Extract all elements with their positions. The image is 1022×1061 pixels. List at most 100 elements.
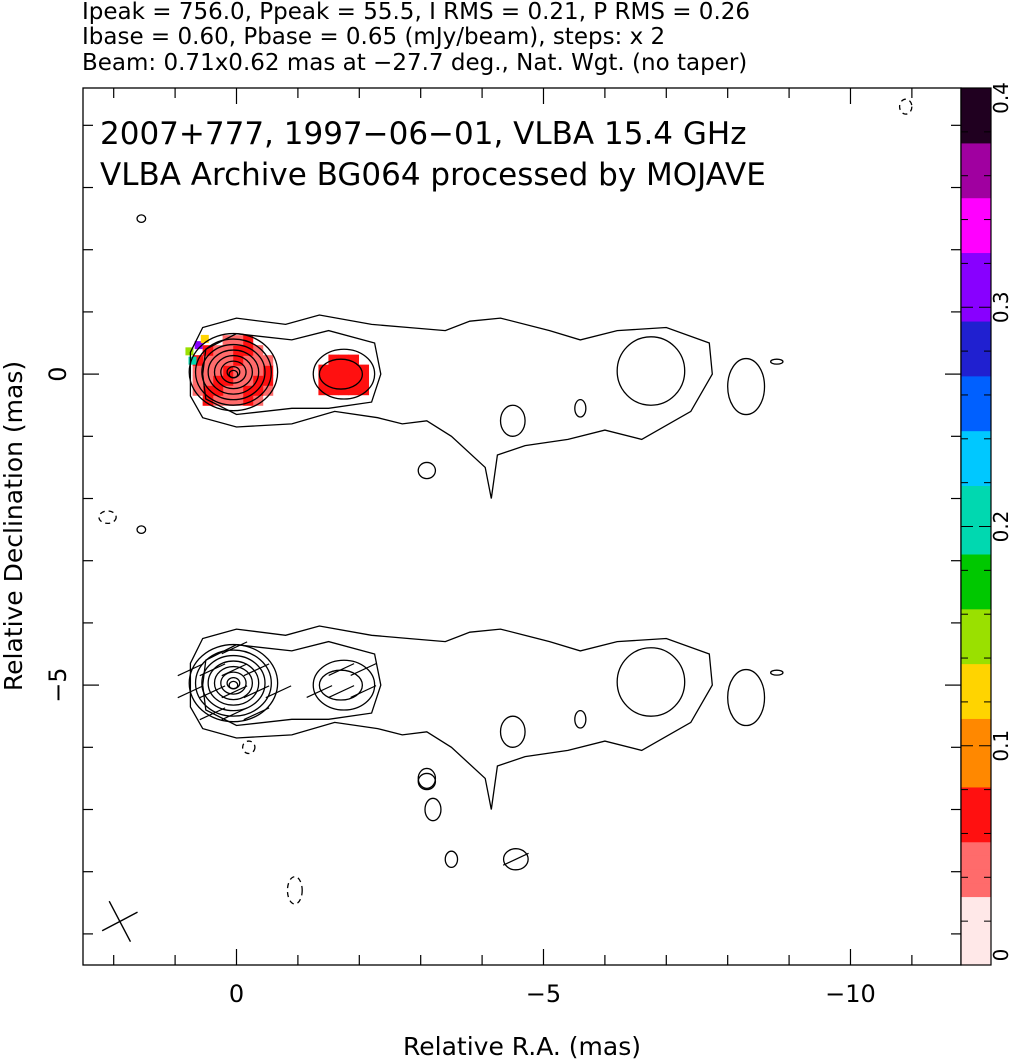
colorbar-segment [961, 416, 991, 432]
pol-pixel [318, 374, 330, 386]
panel-fractional-polarization [136, 214, 784, 499]
colorbar-segment [961, 896, 991, 911]
colorbar-segment [961, 827, 991, 843]
evpa-vector [328, 685, 355, 699]
colorbar-segment [961, 238, 991, 254]
colorbar-segment [961, 663, 991, 678]
pol-pixel [222, 395, 234, 406]
core-contour [188, 643, 279, 723]
panel-evpa [136, 525, 784, 871]
pol-pixel [194, 341, 203, 350]
pol-pixel [242, 375, 254, 386]
colorbar-tick-label: 0.2 [989, 511, 1013, 543]
colorbar-segment [961, 266, 991, 281]
pol-pixel [242, 355, 254, 366]
colorbar-segment [961, 225, 991, 240]
pol-pixel [252, 365, 264, 376]
component-contour [417, 767, 437, 790]
colorbar-segment [961, 649, 991, 665]
evpa-vector [177, 685, 204, 699]
colorbar-segment [961, 841, 991, 856]
pol-pixel [232, 375, 244, 386]
evpa-vector [221, 707, 248, 721]
pol-pixel [232, 335, 244, 346]
pol-pixel [348, 384, 360, 396]
colorbar-segment [961, 375, 991, 391]
pol-pixel [338, 364, 350, 376]
colorbar-segment [961, 430, 991, 445]
core-contour [207, 660, 260, 706]
colorbar-segment [961, 183, 991, 199]
negative-contour [98, 510, 117, 525]
component-contour [770, 358, 784, 365]
colorbar-tick-label: 0.1 [989, 730, 1013, 762]
negative-contour [286, 876, 303, 905]
component-contour [424, 797, 442, 822]
pol-pixel [328, 364, 340, 376]
pol-pixel [348, 374, 360, 386]
colorbar-segment [961, 512, 991, 528]
pol-pixel [212, 395, 224, 406]
core-contour [228, 369, 239, 379]
colorbar-segment [961, 88, 991, 103]
pol-pixel [252, 395, 264, 406]
component-contour [502, 848, 529, 871]
core-contour [213, 354, 254, 390]
component-contour [312, 348, 376, 400]
beam-minor-axis [101, 911, 138, 932]
pol-pixel [192, 365, 204, 376]
colorbar-segment [961, 595, 991, 610]
evpa-vector [243, 707, 270, 721]
jet-contour [189, 314, 713, 499]
colorbar-segment [961, 773, 991, 788]
evpa-vector [199, 707, 226, 721]
evpa-vector [350, 685, 377, 699]
pol-pixel [318, 364, 330, 376]
pol-pixel [222, 375, 234, 386]
component-contour [727, 357, 766, 416]
colorbar-segment [961, 101, 991, 117]
colorbar-segment [961, 869, 991, 884]
colorbar-segment [961, 745, 991, 761]
colorbar-tick-label: 0 [989, 949, 1013, 962]
pol-pixel [202, 345, 214, 356]
x-tick-label: −5 [526, 980, 561, 1008]
y-axis-label: Relative Declination (mas) [0, 361, 28, 691]
pol-pixel [358, 364, 370, 376]
core-contour [220, 671, 247, 695]
jet-contour [202, 329, 382, 416]
colorbar-segment [961, 786, 991, 802]
chart-title: 2007+777, 1997−06−01, VLBA 15.4 GHz [100, 116, 746, 152]
evpa-vector [328, 663, 355, 677]
pol-pixel [348, 354, 360, 366]
component-contour [136, 525, 147, 534]
component-contour [616, 336, 686, 406]
component-contour [444, 850, 459, 868]
pol-pixel [232, 385, 244, 396]
colorbar-segment [961, 581, 991, 596]
pol-pixel [232, 355, 244, 366]
negative-contour [241, 740, 256, 755]
evpa-vector [221, 641, 248, 655]
colorbar-segment [961, 403, 991, 418]
pol-pixel [262, 365, 274, 376]
colorbar-segment [961, 129, 991, 144]
pol-pixel [242, 395, 254, 406]
colorbar-segment [961, 704, 991, 719]
evpa-vector [350, 663, 377, 677]
colorbar-segment [961, 115, 991, 130]
pol-pixel [212, 365, 224, 376]
colorbar-segment [961, 567, 991, 582]
pol-pixel [222, 335, 234, 346]
colorbar-segment [961, 882, 991, 898]
evpa-vector [177, 663, 204, 677]
component-contour [417, 772, 437, 791]
pol-pixel [222, 385, 234, 396]
pol-pixel [358, 384, 370, 396]
colorbar-segment [961, 156, 991, 171]
pol-pixel [252, 345, 264, 356]
pol-pixel [222, 355, 234, 366]
pol-pixel [262, 385, 274, 396]
pol-pixel [318, 384, 330, 396]
